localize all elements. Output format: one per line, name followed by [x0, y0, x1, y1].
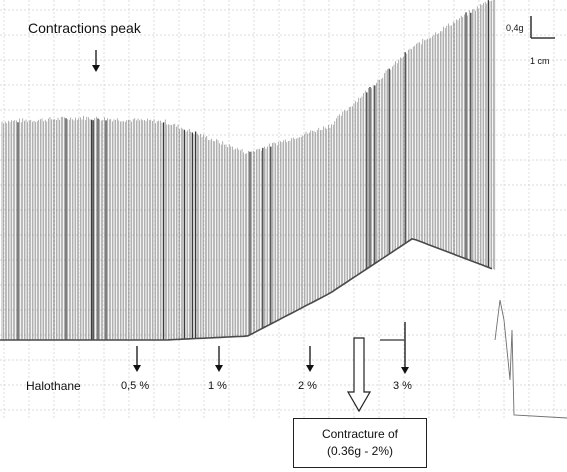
scale-bar — [530, 16, 555, 39]
baseline-trace — [0, 238, 493, 341]
concentration-label-0-5: 0,5 % — [121, 380, 150, 392]
drug-label: Halothane — [26, 379, 81, 393]
scale-force-label: 0,4g — [506, 23, 524, 33]
contracture-arrow — [346, 337, 372, 413]
concentration-label-2: 2 % — [298, 380, 317, 392]
contraction-trace — [0, 0, 567, 419]
arrow-1-head — [215, 365, 223, 372]
chart-title: Contractions peak — [28, 20, 141, 36]
arrow-2-head — [306, 365, 314, 372]
contracture-line-2: (0.36g - 2%) — [326, 444, 394, 458]
peak-arrow-head — [92, 65, 100, 72]
arrow-0-5-head — [133, 365, 141, 372]
arrows — [92, 50, 409, 413]
scale-length-label: 1 cm — [530, 56, 550, 66]
concentration-label-3: 3 % — [393, 380, 412, 392]
arrow-3-head — [401, 367, 409, 374]
washout-trace — [494, 299, 567, 419]
concentration-label-1: 1 % — [208, 380, 227, 392]
contracture-annotation: Contracture of (0.36g - 2%) — [293, 418, 427, 468]
contracture-line-1: Contracture of — [321, 427, 399, 441]
